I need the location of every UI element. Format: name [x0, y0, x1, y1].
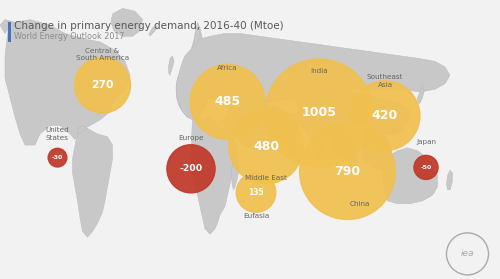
Polygon shape	[270, 103, 328, 156]
Polygon shape	[318, 148, 321, 159]
Polygon shape	[111, 8, 142, 36]
FancyBboxPatch shape	[8, 22, 10, 42]
Ellipse shape	[236, 173, 276, 212]
Text: 485: 485	[214, 95, 240, 108]
Polygon shape	[446, 170, 452, 190]
Polygon shape	[382, 148, 438, 204]
Text: 420: 420	[372, 109, 398, 122]
Text: 270: 270	[91, 80, 114, 90]
Text: Middle East: Middle East	[245, 175, 287, 181]
Text: Europe: Europe	[178, 135, 204, 141]
Polygon shape	[0, 20, 15, 33]
Ellipse shape	[350, 81, 420, 151]
Polygon shape	[188, 22, 205, 73]
Text: India: India	[310, 68, 328, 74]
Text: Japan: Japan	[416, 139, 436, 145]
Text: -30: -30	[52, 155, 63, 160]
Ellipse shape	[265, 59, 373, 167]
Polygon shape	[394, 117, 396, 131]
Text: iea: iea	[461, 249, 474, 258]
Polygon shape	[5, 20, 130, 145]
Polygon shape	[176, 33, 450, 117]
Ellipse shape	[414, 155, 438, 179]
Text: -50: -50	[420, 165, 432, 170]
Polygon shape	[228, 103, 295, 151]
Text: Central &
South America: Central & South America	[76, 48, 129, 61]
Text: Change in primary energy demand, 2016-40 (Mtoe): Change in primary energy demand, 2016-40…	[14, 21, 283, 31]
Polygon shape	[295, 89, 410, 140]
Polygon shape	[78, 126, 90, 142]
Ellipse shape	[48, 148, 67, 167]
Text: World Energy Outlook 2017: World Energy Outlook 2017	[14, 32, 124, 41]
Ellipse shape	[300, 124, 396, 220]
Polygon shape	[418, 84, 424, 103]
Polygon shape	[191, 117, 238, 234]
Text: United
States: United States	[46, 127, 70, 141]
Text: Africa: Africa	[217, 64, 238, 71]
Text: 1005: 1005	[302, 107, 336, 119]
Text: Southeast
Asia: Southeast Asia	[367, 74, 403, 88]
Text: 480: 480	[253, 140, 279, 153]
Ellipse shape	[228, 109, 304, 184]
Polygon shape	[149, 25, 158, 36]
Polygon shape	[72, 128, 112, 237]
Ellipse shape	[190, 64, 265, 139]
Polygon shape	[332, 131, 357, 173]
Text: Eufasia: Eufasia	[243, 213, 269, 219]
Text: 135: 135	[248, 188, 264, 197]
Polygon shape	[232, 156, 239, 190]
Polygon shape	[168, 56, 174, 75]
Ellipse shape	[74, 57, 130, 113]
Polygon shape	[362, 126, 392, 170]
Polygon shape	[176, 50, 212, 120]
Ellipse shape	[167, 145, 215, 193]
Text: -200: -200	[180, 164, 203, 173]
Text: 790: 790	[334, 165, 360, 178]
Text: China: China	[350, 201, 370, 207]
